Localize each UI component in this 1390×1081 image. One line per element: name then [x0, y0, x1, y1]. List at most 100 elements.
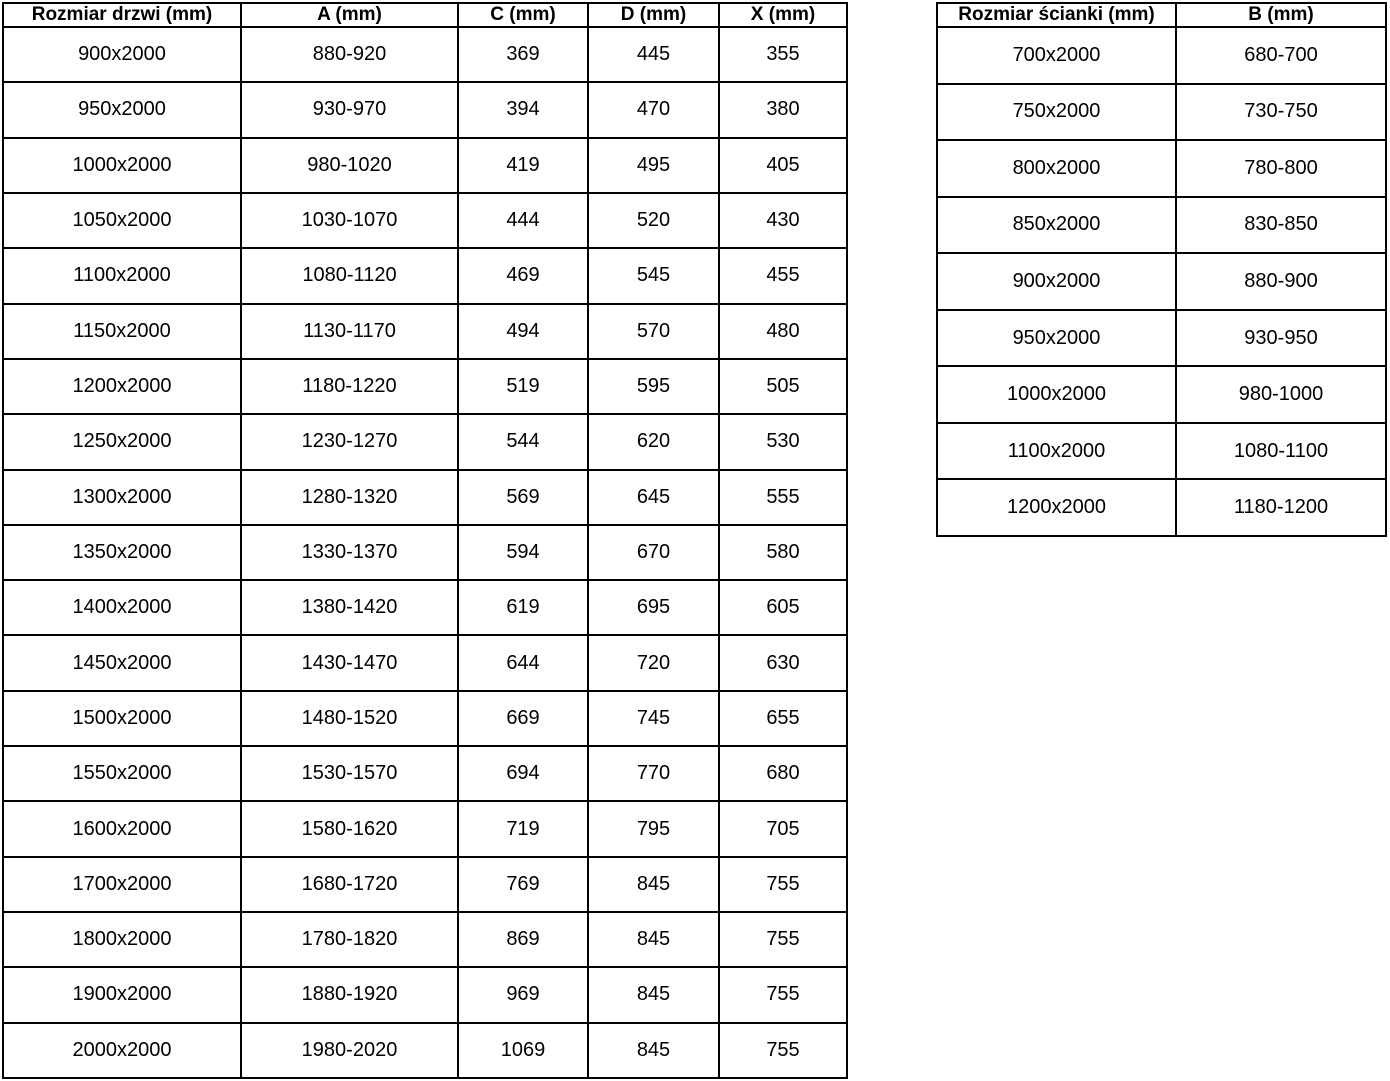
table-cell: 730-750: [1175, 82, 1387, 142]
table-cell: 1280-1320: [240, 468, 459, 526]
table-cell: 380: [718, 81, 848, 139]
table-cell: 394: [457, 81, 589, 139]
table-row: 800x2000 780-800: [936, 139, 1387, 198]
table-cell: 1100x2000: [2, 247, 242, 305]
table-cell: 1450x2000: [2, 634, 242, 692]
table-row: 1200x2000 1180-1200: [936, 478, 1387, 537]
table-row: 1200x2000 1180-1220 519 595 505: [2, 357, 848, 416]
table-cell: 580: [718, 523, 848, 582]
table-cell: 1550x2000: [2, 745, 242, 803]
door-dimensions-table: Rozmiar drzwi (mm) A (mm) C (mm) D (mm) …: [2, 2, 848, 1080]
table-cell: 1250x2000: [2, 413, 242, 471]
table-row: 750x2000 730-750: [936, 82, 1387, 142]
column-header-a: A (mm): [240, 2, 459, 28]
table-cell: 1080-1120: [240, 247, 459, 305]
table-cell: 755: [718, 910, 848, 969]
table-cell: 720: [587, 634, 720, 692]
table-cell: 1430-1470: [240, 634, 459, 692]
table-cell: 545: [587, 247, 720, 305]
table-cell: 680-700: [1175, 26, 1387, 85]
table-cell: 594: [457, 523, 589, 582]
table-cell: 755: [718, 1021, 848, 1080]
table-cell: 569: [457, 468, 589, 526]
table-cell: 880-900: [1175, 252, 1387, 311]
table-cell: 845: [587, 966, 720, 1024]
table-row: 1000x2000 980-1020 419 495 405: [2, 136, 848, 194]
table-cell: 1400x2000: [2, 579, 242, 637]
table-cell: 1700x2000: [2, 855, 242, 914]
table-row: 1350x2000 1330-1370 594 670 580: [2, 523, 848, 582]
table-cell: 950x2000: [2, 81, 242, 139]
column-header-d: D (mm): [587, 2, 720, 28]
table-row: 950x2000 930-950: [936, 308, 1387, 368]
door-table-body: 900x2000 880-920 369 445 355 950x2000 930-970 3…: [2, 25, 848, 1080]
table-row: 900x2000 880-900: [936, 252, 1387, 311]
table-cell: 830-850: [1175, 195, 1387, 255]
table-row: 1100x2000 1080-1120 469 545 455: [2, 247, 848, 305]
table-cell: 405: [718, 136, 848, 194]
table-cell: 880-920: [240, 25, 459, 84]
table-row: 1800x2000 1780-1820 869 845 755: [2, 910, 848, 969]
table-cell: 845: [587, 910, 720, 969]
table-row: 1550x2000 1530-1570 694 770 680: [2, 745, 848, 803]
table-cell: 1200x2000: [936, 478, 1177, 537]
table-cell: 1800x2000: [2, 910, 242, 969]
table-cell: 705: [718, 800, 848, 858]
table-cell: 969: [457, 966, 589, 1024]
column-header-c: C (mm): [457, 2, 589, 28]
table-row: 1450x2000 1430-1470 644 720 630: [2, 634, 848, 692]
table-cell: 644: [457, 634, 589, 692]
table-cell: 745: [587, 689, 720, 748]
table-cell: 1380-1420: [240, 579, 459, 637]
table-cell: 694: [457, 745, 589, 803]
table-cell: 519: [457, 357, 589, 416]
table-cell: 700x2000: [936, 26, 1177, 85]
table-cell: 620: [587, 413, 720, 471]
table-cell: 480: [718, 302, 848, 360]
table-cell: 605: [718, 579, 848, 637]
column-header-rozmiar-drzwi: Rozmiar drzwi (mm): [2, 2, 242, 28]
table-cell: 520: [587, 191, 720, 250]
table-cell: 1100x2000: [936, 421, 1177, 481]
table-cell: 1150x2000: [2, 302, 242, 360]
table-cell: 780-800: [1175, 139, 1387, 198]
table-cell: 1050x2000: [2, 191, 242, 250]
table-row: 1900x2000 1880-1920 969 845 755: [2, 966, 848, 1024]
table-cell: 850x2000: [936, 195, 1177, 255]
table-cell: 419: [457, 136, 589, 194]
table-cell: 769: [457, 855, 589, 914]
table-cell: 1350x2000: [2, 523, 242, 582]
table-cell: 845: [587, 855, 720, 914]
table-cell: 1300x2000: [2, 468, 242, 526]
table-cell: 595: [587, 357, 720, 416]
table-cell: 1530-1570: [240, 745, 459, 803]
table-cell: 1600x2000: [2, 800, 242, 858]
table-row: 1700x2000 1680-1720 769 845 755: [2, 855, 848, 914]
table-row: 1250x2000 1230-1270 544 620 530: [2, 413, 848, 471]
table-cell: 680: [718, 745, 848, 803]
table-cell: 755: [718, 855, 848, 914]
table-cell: 455: [718, 247, 848, 305]
table-cell: 369: [457, 25, 589, 84]
table-cell: 1069: [457, 1021, 589, 1080]
table-cell: 1080-1100: [1175, 421, 1387, 481]
wall-table-body: 700x2000 680-700 750x2000 730-750 800x2000 78…: [936, 26, 1387, 537]
table-row: 1000x2000 980-1000: [936, 365, 1387, 424]
table-cell: 1880-1920: [240, 966, 459, 1024]
table-cell: 800x2000: [936, 139, 1177, 198]
table-cell: 930-970: [240, 81, 459, 139]
table-cell: 619: [457, 579, 589, 637]
table-row: 1050x2000 1030-1070 444 520 430: [2, 191, 848, 250]
table-row: 1500x2000 1480-1520 669 745 655: [2, 689, 848, 748]
table-row: 1600x2000 1580-1620 719 795 705: [2, 800, 848, 858]
table-cell: 494: [457, 302, 589, 360]
table-cell: 1480-1520: [240, 689, 459, 748]
table-row: 1100x2000 1080-1100: [936, 421, 1387, 481]
table-cell: 669: [457, 689, 589, 748]
table-cell: 555: [718, 468, 848, 526]
table-cell: 845: [587, 1021, 720, 1080]
table-cell: 2000x2000: [2, 1021, 242, 1080]
column-header-b: B (mm): [1175, 2, 1387, 28]
table-cell: 1130-1170: [240, 302, 459, 360]
